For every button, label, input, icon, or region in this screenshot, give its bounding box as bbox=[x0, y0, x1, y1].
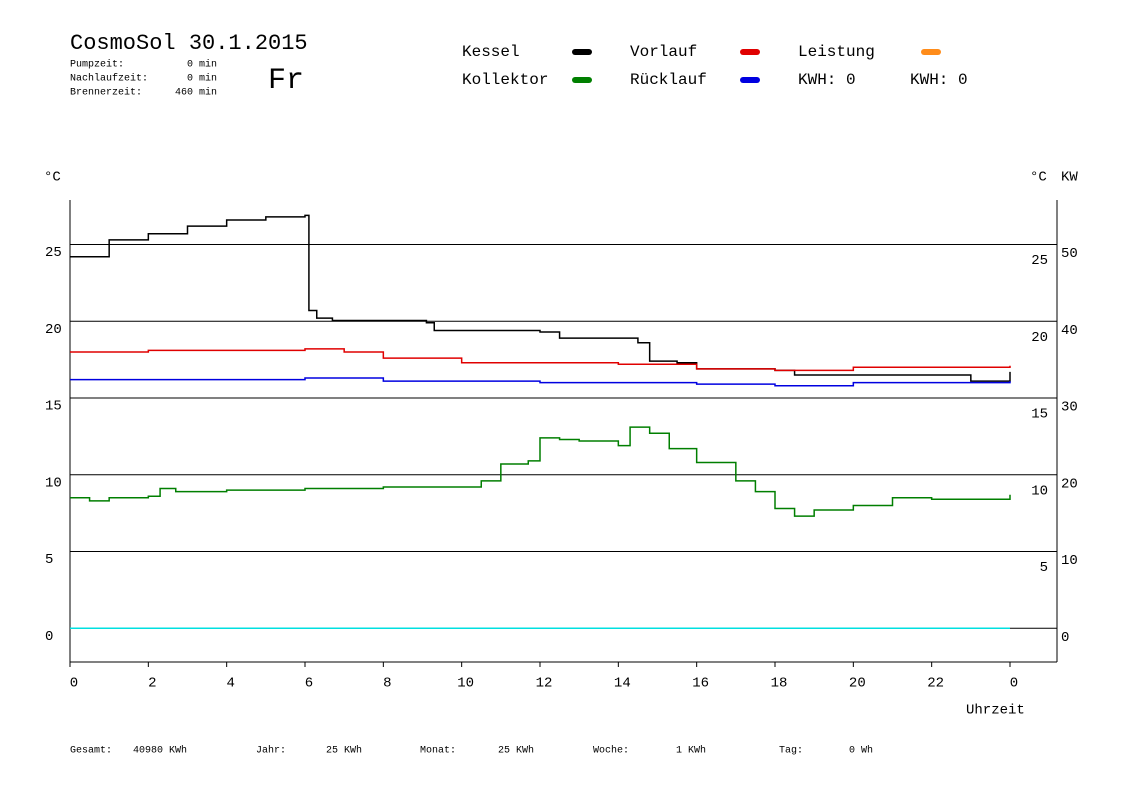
legend-marker bbox=[572, 49, 592, 55]
legend-label: Rücklauf bbox=[630, 71, 707, 89]
info-value: 0 min bbox=[187, 59, 217, 71]
x-tick-label: 14 bbox=[614, 676, 631, 692]
y-tick-label: 0 bbox=[45, 629, 53, 645]
info-label: Nachlaufzeit: bbox=[70, 73, 148, 85]
y2-tick-label: 30 bbox=[1061, 400, 1078, 416]
footer-label: Woche: bbox=[593, 745, 629, 757]
footer-value: 25 KWh bbox=[498, 745, 534, 757]
day-label: Fr bbox=[268, 64, 304, 98]
footer-label: Gesamt: bbox=[70, 746, 112, 757]
legend-label: Kollektor bbox=[462, 71, 548, 89]
footer-value: 40980 KWh bbox=[133, 745, 187, 757]
x-tick-label: 4 bbox=[226, 676, 234, 692]
legend-marker bbox=[740, 49, 760, 55]
info-label: Pumpzeit: bbox=[70, 59, 124, 71]
legend-label: Leistung bbox=[798, 43, 875, 61]
x-tick-label: 8 bbox=[383, 676, 391, 692]
info-value: 460 min bbox=[175, 87, 217, 99]
legend-marker bbox=[740, 77, 760, 83]
kwh-label: KWH: 0 bbox=[798, 71, 856, 89]
legend-label: Vorlauf bbox=[630, 43, 697, 61]
y-axis-label: °C bbox=[44, 170, 61, 186]
x-axis-label: Uhrzeit bbox=[966, 703, 1025, 719]
footer-label: Tag: bbox=[779, 746, 803, 757]
y-tick-label-right: 15 bbox=[1031, 407, 1048, 423]
series-line bbox=[70, 377, 1011, 387]
x-tick-label: 0 bbox=[1010, 676, 1018, 692]
x-tick-label: 18 bbox=[771, 676, 788, 692]
x-tick-label: 2 bbox=[148, 676, 156, 692]
x-tick-label: 12 bbox=[536, 676, 553, 692]
x-tick-label: 0 bbox=[70, 676, 78, 692]
x-tick-label: 16 bbox=[692, 676, 709, 692]
kwh-label: KWH: 0 bbox=[910, 71, 968, 89]
y-axis-label-right: °C bbox=[1030, 170, 1047, 186]
footer-value: 0 Wh bbox=[849, 745, 873, 757]
footer-value: 25 KWh bbox=[326, 745, 362, 757]
info-value: 0 min bbox=[187, 73, 217, 85]
y2-tick-label: 0 bbox=[1061, 630, 1069, 646]
y2-tick-label: 50 bbox=[1061, 246, 1078, 262]
series-line bbox=[70, 214, 1011, 382]
y2-tick-label: 20 bbox=[1061, 476, 1078, 492]
x-tick-label: 6 bbox=[305, 676, 313, 692]
y-tick-label: 10 bbox=[45, 475, 62, 491]
info-label: Brennerzeit: bbox=[70, 87, 142, 99]
footer-label: Jahr: bbox=[256, 745, 286, 757]
x-tick-label: 22 bbox=[927, 676, 944, 692]
y2-axis-label: KW bbox=[1061, 170, 1078, 186]
y-tick-label-right: 5 bbox=[1040, 560, 1048, 576]
y-tick-label-right: 25 bbox=[1031, 253, 1048, 269]
x-tick-label: 20 bbox=[849, 676, 866, 692]
y2-tick-label: 40 bbox=[1061, 323, 1078, 339]
x-tick-label: 10 bbox=[457, 676, 474, 692]
y-tick-label: 5 bbox=[45, 552, 53, 568]
y-tick-label: 20 bbox=[45, 322, 62, 338]
footer-label: Monat: bbox=[420, 746, 456, 757]
series-line bbox=[70, 426, 1011, 517]
legend-label: Kessel bbox=[462, 43, 520, 61]
y-tick-label-right: 10 bbox=[1031, 483, 1048, 499]
footer-value: 1 KWh bbox=[676, 745, 706, 757]
series-line bbox=[70, 348, 1011, 372]
y2-tick-label: 10 bbox=[1061, 553, 1078, 569]
y-tick-label-right: 20 bbox=[1031, 330, 1048, 346]
y-tick-label: 15 bbox=[45, 399, 62, 415]
legend-marker bbox=[572, 77, 592, 83]
legend-marker bbox=[921, 49, 941, 55]
chart-title: CosmoSol 30.1.2015 bbox=[70, 31, 308, 56]
y-tick-label: 25 bbox=[45, 245, 62, 261]
